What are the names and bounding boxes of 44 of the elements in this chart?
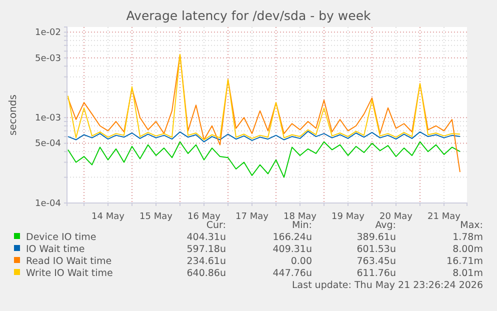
text: 597.18u [186,244,226,255]
legend-label: Read IO Wait time [26,256,112,267]
chart-title: Average latency for /dev/sda - by week [126,8,372,23]
y-tick-label: 5e-04 [35,139,62,150]
text: Cur: [206,220,226,231]
text: 763.45u [356,256,396,267]
text: 234.61u [186,256,226,267]
legend-label: Write IO Wait time [26,268,114,279]
y-tick-label: 1e-04 [35,198,62,209]
x-tick-label: 16 May [188,212,222,222]
text: 389.61u [356,232,396,243]
text: 601.53u [356,244,396,255]
text: 611.76u [356,268,396,279]
y-tick-label: 1e-02 [35,28,61,38]
x-tick-label: 19 May [332,212,366,222]
y-axis-title: seconds [8,94,19,136]
text: Max: [460,220,483,231]
text: Min: [292,220,312,231]
text: 1.78m [452,232,483,243]
text: Avg: [375,220,396,231]
line-series [68,54,460,140]
line-series [68,54,460,173]
text: 404.31u [186,232,226,243]
text: 640.86u [186,268,226,279]
text: 8.01m [452,268,483,279]
text: 0.00 [290,256,312,267]
x-tick-label: 15 May [140,212,174,222]
text: Last update: Thu May 21 23:26:24 2026 [292,280,483,291]
text: 447.76u [272,268,312,279]
x-tick-label: 21 May [428,212,462,222]
text: 409.31u [272,244,312,255]
legend-label: Device IO time [26,232,96,243]
y-tick-label: 5e-03 [35,54,61,64]
line-series [68,130,460,142]
line-series [68,141,460,178]
x-tick-label: 20 May [380,212,414,222]
legend-label: IO Wait time [26,244,85,255]
text: 8.00m [452,244,483,255]
y-tick-label: 1e-03 [35,113,61,124]
text: 166.24u [272,232,312,243]
x-tick-label: 14 May [92,212,126,222]
x-tick-label: 18 May [284,212,318,222]
text: 16.71m [446,256,483,267]
x-tick-label: 17 May [236,212,270,222]
